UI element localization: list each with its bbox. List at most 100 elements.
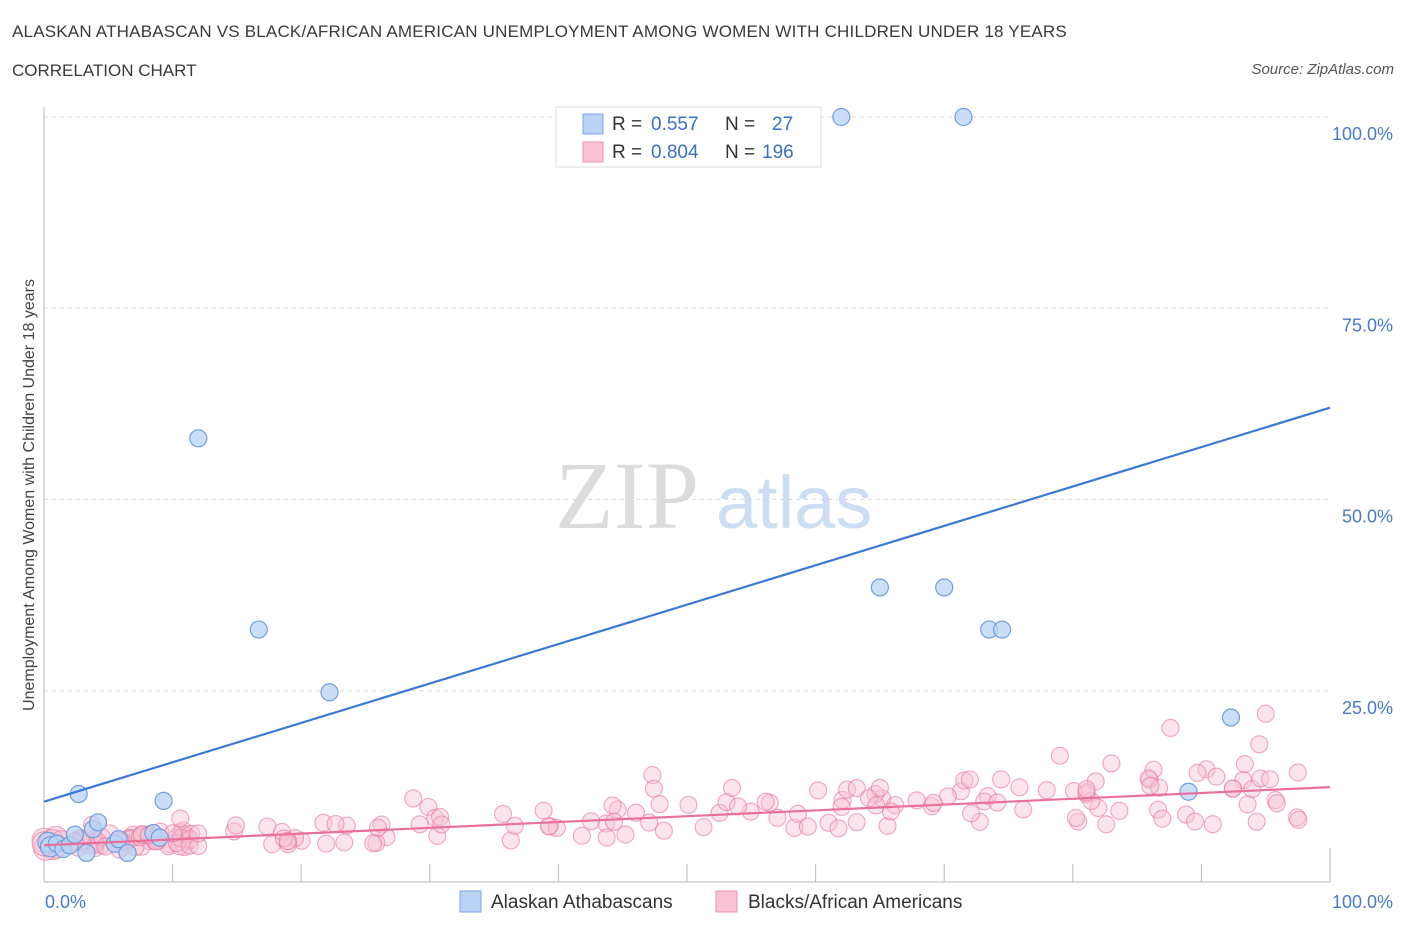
blue-point <box>1221 708 1241 727</box>
pink-point <box>722 778 742 797</box>
pink-point <box>1050 746 1069 765</box>
y-tick-labels: 100.0% 75.0% 50.0% 25.0% <box>1332 124 1393 718</box>
blue-point <box>320 683 339 702</box>
chart-title: ALASKAN ATHABASCAN VS BLACK/AFRICAN AMER… <box>12 22 1067 41</box>
pink-point <box>1102 754 1121 773</box>
blue-point <box>189 429 208 448</box>
x-tick-labels: 0.0% 100.0% <box>45 892 1393 912</box>
bottom-legend-label-pink: Blacks/African Americans <box>748 892 962 913</box>
legend-n-label-pink: N = <box>725 142 755 163</box>
legend-r-value-blue: 0.557 <box>651 114 699 135</box>
blue-point <box>870 578 890 597</box>
legend-n-label-blue: N = <box>725 114 755 135</box>
blue-point <box>935 578 954 597</box>
pink-point <box>717 793 736 812</box>
pink-point <box>650 795 669 814</box>
pink-point <box>364 834 383 853</box>
pink-point <box>924 793 943 812</box>
pink-point <box>171 809 190 828</box>
legend-swatch-blue <box>582 113 604 135</box>
pink-point <box>1161 718 1180 737</box>
pink-point <box>501 831 520 850</box>
pink-point <box>505 816 524 835</box>
chart-subtitle: CORRELATION CHART <box>12 61 197 80</box>
pink-point <box>870 778 889 797</box>
axes <box>43 107 1331 883</box>
pink-point <box>654 821 673 840</box>
pink-point <box>1089 798 1108 818</box>
pink-point <box>768 808 787 827</box>
pink-point <box>572 826 591 845</box>
pink-point <box>1238 795 1257 814</box>
blue-point <box>109 830 128 849</box>
pink-point <box>847 779 866 798</box>
pink-point <box>788 804 807 823</box>
blue-point <box>118 843 137 863</box>
pink-point <box>838 780 857 799</box>
blue-point <box>249 620 268 639</box>
pink-point <box>960 770 979 789</box>
pink-point <box>1077 780 1096 799</box>
pink-point <box>809 781 828 800</box>
x-tick-label-max: 100.0% <box>1332 892 1393 912</box>
pink-point <box>679 795 698 814</box>
pink-point <box>1141 776 1160 795</box>
watermark-zip: ZIP <box>555 442 699 549</box>
pink-point <box>710 803 729 822</box>
blue-point <box>88 813 108 832</box>
pink-point <box>1203 815 1222 834</box>
pink-point <box>1014 800 1033 819</box>
trend-lines <box>43 406 1331 847</box>
bottom-legend-label-blue: Alaskan Athabascans <box>491 892 673 913</box>
y-tick-label: 75.0% <box>1342 315 1393 335</box>
pink-point <box>878 816 897 835</box>
legend-r-label-pink: R = <box>612 142 642 163</box>
pink-point <box>955 771 974 790</box>
pink-point <box>1149 800 1168 819</box>
pink-point <box>1235 755 1254 774</box>
pink-point <box>1289 810 1308 829</box>
pink-point <box>337 816 356 835</box>
blue-point <box>150 828 169 847</box>
pink-point <box>992 770 1011 789</box>
legend-r-label-blue: R = <box>612 114 642 135</box>
watermark-atlas: atlas <box>716 461 872 544</box>
bottom-legend-swatch-pink <box>715 890 738 913</box>
pink-point <box>1256 704 1275 723</box>
blue-point <box>992 620 1012 639</box>
pink-point <box>1267 794 1286 813</box>
pink-point <box>616 825 635 844</box>
pink-point <box>278 832 297 851</box>
pink-point <box>1250 735 1269 754</box>
series-legend: Alaskan Athabascans Blacks/African Ameri… <box>459 890 962 913</box>
pink-point <box>1247 812 1266 831</box>
pink-point <box>539 817 558 836</box>
pink-point <box>534 801 553 820</box>
pink-point <box>643 766 662 785</box>
pink-point <box>226 816 245 835</box>
pink-point <box>597 828 616 847</box>
source-credit: Source: ZipAtlas.com <box>1251 61 1394 78</box>
pink-point <box>829 819 848 838</box>
pink-point <box>1188 763 1207 782</box>
pink-point <box>847 813 866 832</box>
legend-r-value-pink: 0.804 <box>651 142 699 163</box>
pink-point <box>430 807 450 826</box>
legend-swatch-pink <box>582 141 604 163</box>
pink-point <box>694 818 713 837</box>
legend-n-value-pink: 196 <box>762 142 794 163</box>
pink-point <box>604 812 624 831</box>
y-axis-label: Unemployment Among Women with Children U… <box>21 279 38 711</box>
bottom-legend-swatch-blue <box>459 890 482 913</box>
pink-point <box>1097 815 1116 834</box>
pink-point <box>1266 791 1285 810</box>
pink-point <box>1223 779 1242 798</box>
pink-point <box>410 815 429 834</box>
blue-point <box>954 107 973 127</box>
pink-point <box>756 792 775 811</box>
y-tick-label: 100.0% <box>1332 124 1393 144</box>
pink-point <box>626 803 646 822</box>
pink-point <box>1153 809 1172 828</box>
pink-point <box>404 789 423 808</box>
